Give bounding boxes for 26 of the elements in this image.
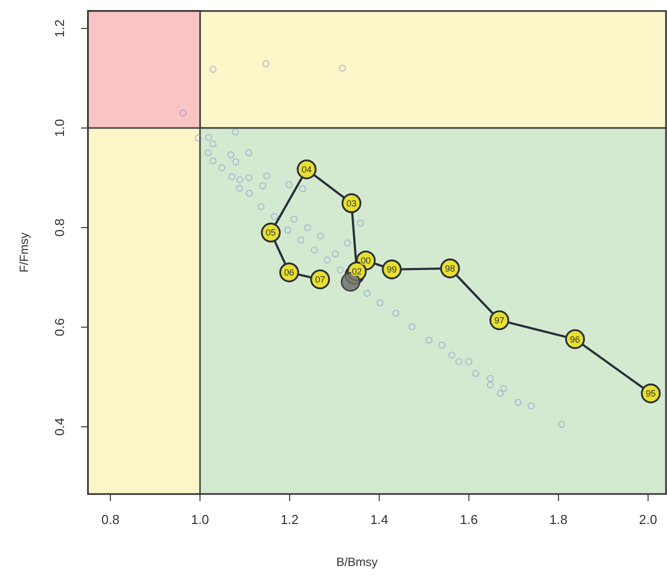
x-tick-label: 2.0 <box>639 512 658 527</box>
annotation: 02 <box>352 266 362 277</box>
y-tick-label: 1.0 <box>52 118 67 138</box>
y-tick-label: 0.8 <box>52 218 67 237</box>
y-tick-label: 1.2 <box>52 19 67 38</box>
x-tick-label: 1.2 <box>280 512 299 527</box>
annotation: 04 <box>302 164 312 174</box>
y-tick-label: 0.4 <box>52 418 67 436</box>
x-tick-label: 1.4 <box>370 512 388 527</box>
annotation: 03 <box>346 198 356 208</box>
annotation: 98 <box>445 264 456 274</box>
x-axis-title: B/Bmsy <box>336 555 378 569</box>
x-tick-label: 0.8 <box>101 512 120 527</box>
annotation: 97 <box>494 315 504 326</box>
annotation: 00 <box>360 256 371 266</box>
x-tick-label: 1.0 <box>190 512 210 527</box>
x-tick-label: 1.6 <box>460 512 478 527</box>
annotation: 06 <box>284 268 294 278</box>
annotation: 05 <box>266 228 276 238</box>
annotation: 96 <box>570 334 580 344</box>
y-tick-label: 0.6 <box>52 318 67 336</box>
x-tick-label: 1.8 <box>549 512 568 527</box>
annotation: 99 <box>386 264 397 275</box>
annotation: 07 <box>315 274 326 285</box>
y-axis-title: F/Fmsy <box>17 232 31 272</box>
annotation: 95 <box>646 388 656 399</box>
